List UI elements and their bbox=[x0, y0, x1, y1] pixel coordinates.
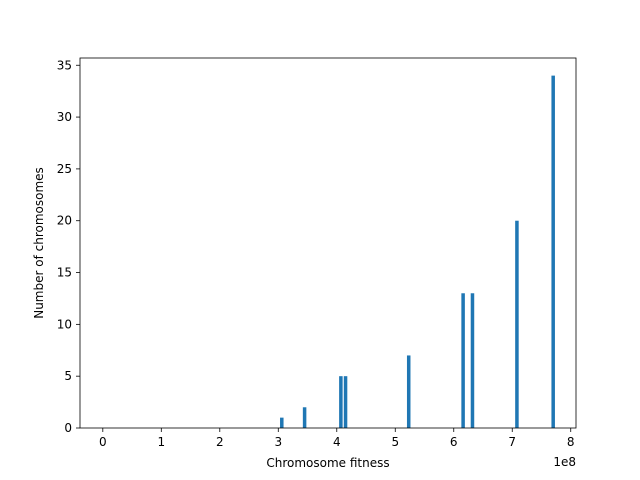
y-axis-ticks: 0 5 10 15 20 25 30 35 bbox=[57, 58, 80, 435]
bar-4 bbox=[406, 355, 411, 428]
bar-3 bbox=[343, 376, 348, 428]
x-tick-label: 1 bbox=[157, 435, 165, 449]
plot-frame bbox=[79, 57, 577, 429]
x-tick-label: 5 bbox=[391, 435, 399, 449]
x-tick-label: 2 bbox=[216, 435, 224, 449]
bar-1 bbox=[302, 407, 307, 428]
y-tick-label: 0 bbox=[64, 421, 72, 435]
bar-8 bbox=[551, 75, 555, 428]
x-tick-label: 8 bbox=[567, 435, 575, 449]
y-tick-label: 30 bbox=[57, 110, 72, 124]
y-tick-label: 35 bbox=[57, 58, 72, 72]
x-axis-label: Chromosome fitness bbox=[266, 456, 389, 470]
y-tick-label: 5 bbox=[64, 369, 72, 383]
x-tick-label: 7 bbox=[508, 435, 516, 449]
x-axis-ticks: 0 1 2 3 4 5 6 7 8 bbox=[99, 428, 575, 449]
x-tick-label: 6 bbox=[450, 435, 458, 449]
bar-0 bbox=[280, 417, 284, 428]
y-axis-label: Number of chromosomes bbox=[32, 167, 46, 319]
x-tick-label: 0 bbox=[99, 435, 107, 449]
y-tick-label: 25 bbox=[57, 162, 72, 176]
y-tick-label: 10 bbox=[57, 317, 72, 331]
bar-2 bbox=[339, 376, 343, 428]
x-tick-label: 4 bbox=[333, 435, 341, 449]
x-tick-label: 3 bbox=[274, 435, 282, 449]
x-axis-scale-offset: 1e8 bbox=[553, 455, 576, 469]
bar-6 bbox=[470, 293, 475, 428]
bar-5 bbox=[461, 293, 465, 428]
y-tick-label: 20 bbox=[57, 214, 72, 228]
bars-group bbox=[280, 75, 555, 428]
bar-7 bbox=[515, 220, 519, 428]
y-tick-label: 15 bbox=[57, 266, 72, 280]
